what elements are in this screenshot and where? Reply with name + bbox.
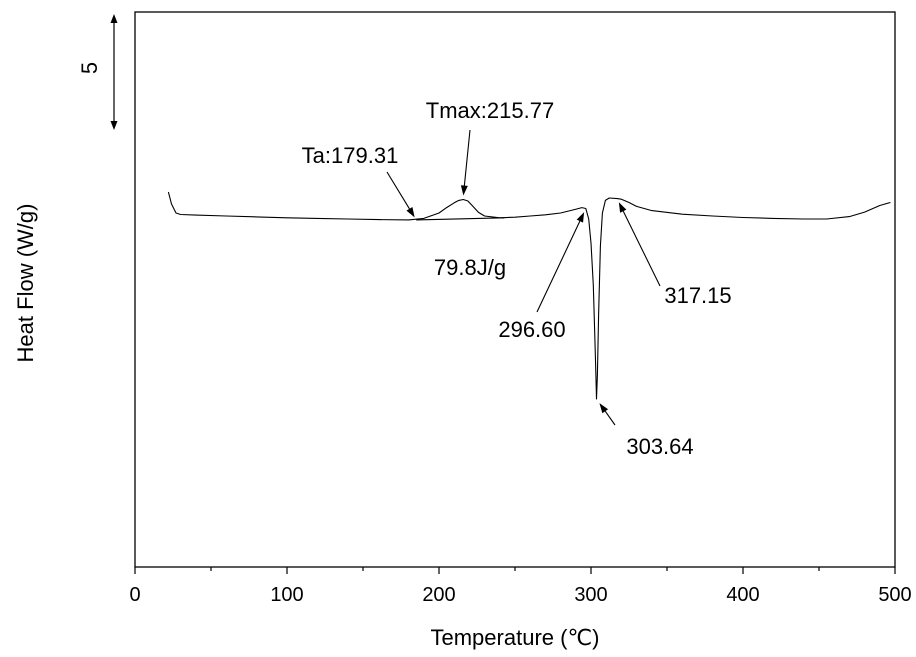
x-tick-label: 0	[129, 584, 140, 606]
x-ticks: 0 100 200 300 400 500	[129, 567, 912, 606]
annotation-arrowhead	[576, 212, 585, 223]
scale-bar-arrow-bottom	[110, 121, 118, 130]
scale-bar: 5	[77, 14, 118, 130]
x-tick-label: 500	[878, 584, 911, 606]
scale-bar-arrow-top	[110, 14, 118, 23]
annotation-arrow	[463, 129, 471, 186]
plot-frame	[134, 11, 896, 568]
x-tick-label: 200	[422, 584, 455, 606]
annotation-arrowhead	[406, 206, 415, 218]
annotation-label: Tmax:215.77	[426, 98, 554, 123]
heat-flow-curve	[167, 191, 891, 400]
annotation-label: 296.60	[498, 317, 565, 342]
x-tick-label: 400	[726, 584, 759, 606]
x-tick-label: 300	[574, 584, 607, 606]
annotation-arrow	[536, 220, 581, 313]
annotation-layer: Tmax:215.77 Ta:179.31 79.8J/g 296.60 317.15 3…	[302, 98, 732, 459]
baseline-segment	[416, 217, 505, 221]
y-axis-label: Heat Flow (W/g)	[13, 204, 38, 363]
scale-bar-label: 5	[77, 62, 102, 74]
x-axis-label: Temperature (℃)	[431, 625, 600, 650]
annotation-arrowhead	[460, 185, 468, 196]
annotation-label: 317.15	[664, 283, 731, 308]
annotation-label: 303.64	[626, 434, 693, 459]
annotation-arrowhead	[599, 403, 609, 414]
series-layer	[167, 191, 891, 400]
annotation-arrow	[386, 171, 410, 210]
annotation-label: 79.8J/g	[434, 255, 506, 280]
annotation-arrowhead	[618, 202, 627, 213]
x-tick-label: 100	[270, 584, 303, 606]
annotation-arrow	[622, 210, 661, 287]
annotation-arrow	[604, 410, 616, 426]
annotation-label: Ta:179.31	[302, 143, 399, 168]
